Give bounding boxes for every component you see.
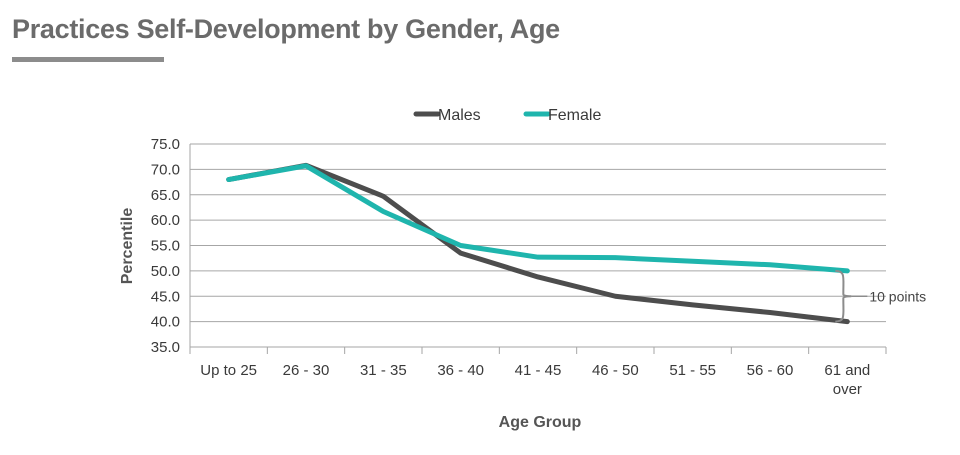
- series-lines: [226, 162, 850, 325]
- x-tick-label: 56 - 60: [747, 362, 794, 379]
- x-axis-title: Age Group: [499, 414, 582, 431]
- title-underline: [12, 57, 164, 62]
- x-axis-ticks: Up to 25 26 - 30 31 - 35 36 - 40 41 - 45 46 -…: [200, 362, 870, 398]
- y-axis-ticks: 75.0 70.0 65.0 60.0 55.0 50.0 45.0 40.0 35.0: [151, 136, 180, 356]
- y-tick-label: 65.0: [151, 187, 180, 204]
- y-tick-label: 50.0: [151, 263, 180, 280]
- bracket: [835, 269, 852, 323]
- x-tick-label: 51 - 55: [669, 362, 716, 379]
- annotation-label: 10 points: [869, 288, 926, 304]
- y-axis-title: Percentile: [119, 208, 136, 285]
- x-tick-label: Up to 25: [200, 362, 257, 379]
- legend: Males Female: [413, 107, 601, 124]
- page-title: Practices Self-Development by Gender, Ag…: [12, 14, 560, 44]
- y-tick-label: 60.0: [151, 212, 180, 229]
- x-tick-label: 31 - 35: [360, 362, 407, 379]
- y-tick-label: 70.0: [151, 161, 180, 178]
- y-tick-label: 55.0: [151, 238, 180, 255]
- legend-label-female: Female: [548, 107, 601, 124]
- x-tick-label: 46 - 50: [592, 362, 639, 379]
- gridlines: [189, 143, 887, 354]
- x-tick-label: 36 - 40: [437, 362, 484, 379]
- y-tick-label: 75.0: [151, 136, 180, 153]
- legend-label-males: Males: [438, 107, 481, 124]
- x-tick-label: 61 and over: [824, 362, 870, 398]
- annotation: 10 points: [835, 269, 926, 323]
- x-tick-label: 41 - 45: [515, 362, 562, 379]
- y-tick-label: 35.0: [151, 339, 180, 356]
- y-tick-label: 40.0: [151, 314, 180, 331]
- series-line-males: [226, 162, 850, 325]
- y-tick-label: 45.0: [151, 288, 180, 305]
- series-line-female: [226, 163, 850, 274]
- x-tick-label: 26 - 30: [283, 362, 330, 379]
